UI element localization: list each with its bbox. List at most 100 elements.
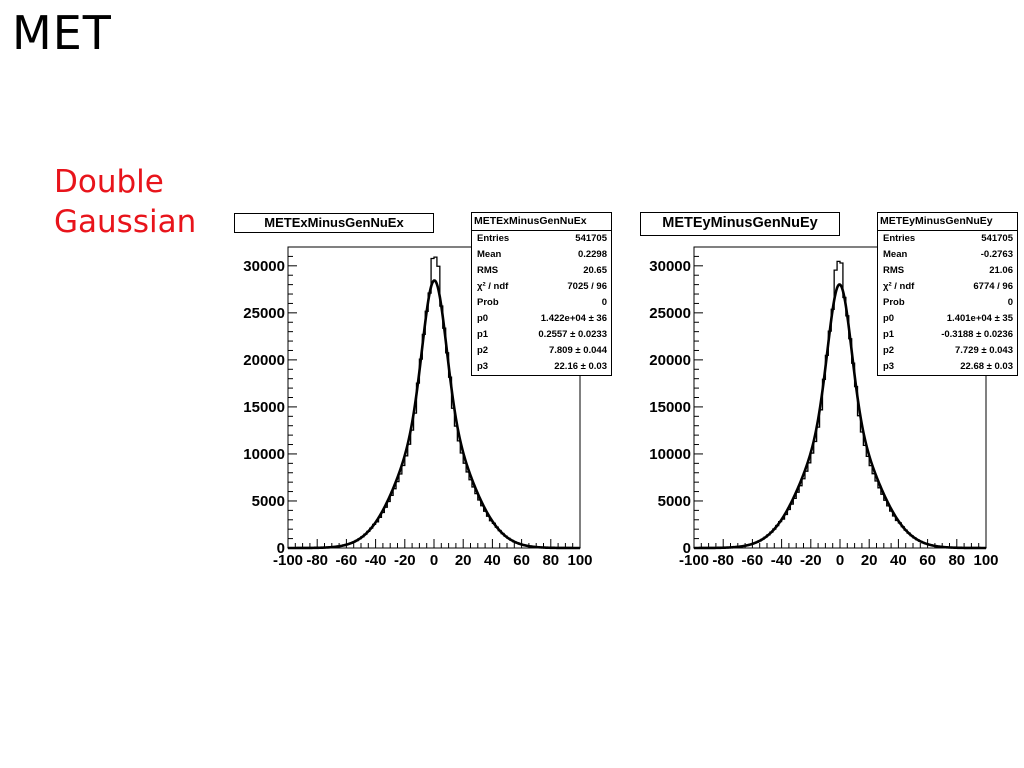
stats-label: p2 bbox=[883, 345, 895, 356]
y-tick-label: 15000 bbox=[243, 399, 285, 416]
x-tick-label: 80 bbox=[542, 552, 559, 569]
stats-row: p1 -0.3188 ± 0.0236 bbox=[878, 327, 1017, 343]
stats-label: p0 bbox=[477, 313, 489, 324]
histogram-x-svg: 0 5000 10000 15000 20000 25000 30000 -100 -80 -60… bbox=[243, 246, 593, 569]
stats-label: p3 bbox=[883, 361, 895, 372]
stats-value: 541705 bbox=[981, 233, 1013, 244]
stats-value: 7.809 ± 0.044 bbox=[548, 345, 607, 356]
y-tick-label: 25000 bbox=[649, 305, 691, 322]
x-tick-label: 0 bbox=[430, 552, 438, 569]
stats-value: 0 bbox=[601, 297, 607, 308]
stats-value: 6774 / 96 bbox=[973, 281, 1013, 292]
stats-label: Mean bbox=[477, 249, 502, 260]
stats-value: 1.422e+04 ± 36 bbox=[540, 313, 607, 324]
x-tick-label: -20 bbox=[800, 552, 822, 569]
stats-value: 0 bbox=[1007, 297, 1013, 308]
stats-row: p2 7.809 ± 0.044 bbox=[472, 343, 611, 359]
stats-value: 7.729 ± 0.043 bbox=[954, 345, 1013, 356]
stats-label: p2 bbox=[477, 345, 489, 356]
subtitle-line-1: Double bbox=[54, 164, 164, 200]
subtitle-line-2: Gaussian bbox=[54, 204, 197, 240]
x-tick-label: -80 bbox=[712, 552, 734, 569]
stats-value: 22.16 ± 0.03 bbox=[554, 361, 607, 372]
y-tick-label: 30000 bbox=[243, 258, 285, 275]
x-tick-label: 40 bbox=[890, 552, 907, 569]
stats-row: p0 1.401e+04 ± 35 bbox=[878, 311, 1017, 327]
stats-row: p3 22.68 ± 0.03 bbox=[878, 359, 1017, 375]
stats-box-title: METEyMinusGenNuEy bbox=[878, 213, 1017, 231]
x-tick-label: -40 bbox=[771, 552, 793, 569]
y-tick-label: 30000 bbox=[649, 258, 691, 275]
stats-label: p1 bbox=[883, 329, 895, 340]
stats-label: p0 bbox=[883, 313, 895, 324]
y-tick-label: 20000 bbox=[649, 352, 691, 369]
y-tick-label: 0 bbox=[683, 540, 691, 557]
y-tick-label: 5000 bbox=[252, 493, 285, 510]
x-tick-label: 20 bbox=[861, 552, 878, 569]
y-tick-label: 5000 bbox=[658, 493, 691, 510]
stats-row: Entries 541705 bbox=[472, 231, 611, 247]
stats-value: 1.401e+04 ± 35 bbox=[946, 313, 1013, 324]
y-tick-label: 10000 bbox=[649, 446, 691, 463]
stats-value: 541705 bbox=[575, 233, 607, 244]
y-tick-label: 10000 bbox=[243, 446, 285, 463]
stats-row: Mean 0.2298 bbox=[472, 247, 611, 263]
x-tick-label: 20 bbox=[455, 552, 472, 569]
stats-rows: Entries 541705 Mean -0.2763 RMS 21.06 χ² / ndf… bbox=[878, 231, 1017, 375]
stats-label: RMS bbox=[883, 265, 905, 276]
stats-value: 20.65 bbox=[583, 265, 607, 276]
y-tick-label: 20000 bbox=[243, 352, 285, 369]
x-tick-label: 0 bbox=[836, 552, 844, 569]
stats-row: RMS 20.65 bbox=[472, 263, 611, 279]
stats-row: χ² / ndf 6774 / 96 bbox=[878, 279, 1017, 295]
stats-label: p1 bbox=[477, 329, 489, 340]
x-tick-label: -80 bbox=[306, 552, 328, 569]
fit-curve bbox=[694, 283, 986, 550]
stats-label: Prob bbox=[477, 297, 499, 308]
stats-row: Mean -0.2763 bbox=[878, 247, 1017, 263]
stats-label: Mean bbox=[883, 249, 908, 260]
stats-box-x: METExMinusGenNuEx Entries 541705 Mean 0.229… bbox=[471, 212, 612, 376]
stats-rows: Entries 541705 Mean 0.2298 RMS 20.65 χ² / ndf 7… bbox=[472, 231, 611, 375]
x-tick-label: 40 bbox=[484, 552, 501, 569]
stats-row: RMS 21.06 bbox=[878, 263, 1017, 279]
stats-label: p3 bbox=[477, 361, 489, 372]
x-tick-label: -100 bbox=[273, 552, 303, 569]
chart-panel-y: 0 5000 10000 15000 20000 25000 30000 -100 -80 -60… bbox=[636, 210, 1024, 580]
stats-label: Prob bbox=[883, 297, 905, 308]
stats-label: RMS bbox=[477, 265, 499, 276]
x-tick-label: -60 bbox=[742, 552, 764, 569]
stats-row: p0 1.422e+04 ± 36 bbox=[472, 311, 611, 327]
plot-title-x: METExMinusGenNuEx bbox=[234, 213, 434, 233]
x-tick-label: 60 bbox=[513, 552, 530, 569]
fit-curve bbox=[287, 279, 580, 550]
slide-subtitle: Double Gaussian bbox=[54, 162, 196, 242]
x-tick-label: 60 bbox=[919, 552, 936, 569]
histogram-y-svg: 0 5000 10000 15000 20000 25000 30000 -100 -80 -60… bbox=[649, 246, 999, 569]
chart-panel-x: 0 5000 10000 15000 20000 25000 30000 -100 -80 -60… bbox=[230, 210, 620, 580]
stats-value: -0.3188 ± 0.0236 bbox=[941, 329, 1013, 340]
y-tick-label: 15000 bbox=[649, 399, 691, 416]
stats-box-y: METEyMinusGenNuEy Entries 541705 Mean -0.27… bbox=[877, 212, 1018, 376]
stats-row: p2 7.729 ± 0.043 bbox=[878, 343, 1017, 359]
stats-value: 0.2557 ± 0.0233 bbox=[538, 329, 607, 340]
x-tick-label: 100 bbox=[973, 552, 998, 569]
x-tick-label: -60 bbox=[336, 552, 358, 569]
x-tick-label: 100 bbox=[567, 552, 592, 569]
slide-title: MET bbox=[12, 6, 112, 60]
stats-label: Entries bbox=[883, 233, 916, 244]
stats-value: 7025 / 96 bbox=[567, 281, 607, 292]
plot-title-y: METEyMinusGenNuEy bbox=[640, 212, 840, 236]
stats-row: Prob 0 bbox=[878, 295, 1017, 311]
x-tick-label: -100 bbox=[679, 552, 709, 569]
x-tick-label: 80 bbox=[948, 552, 965, 569]
stats-label: Entries bbox=[477, 233, 510, 244]
x-tick-label: -20 bbox=[394, 552, 416, 569]
stats-value: 0.2298 bbox=[577, 249, 607, 260]
stats-value: 22.68 ± 0.03 bbox=[960, 361, 1013, 372]
stats-row: χ² / ndf 7025 / 96 bbox=[472, 279, 611, 295]
stats-label: χ² / ndf bbox=[477, 281, 509, 292]
stats-row: p3 22.16 ± 0.03 bbox=[472, 359, 611, 375]
stats-value: -0.2763 bbox=[980, 249, 1013, 260]
stats-label: χ² / ndf bbox=[883, 281, 915, 292]
